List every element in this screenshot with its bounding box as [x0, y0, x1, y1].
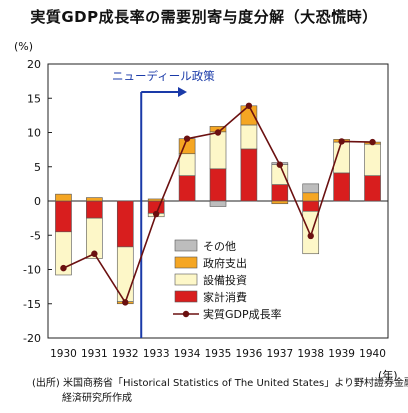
bar-other: [209, 200, 227, 207]
y-tick-label: 5: [34, 161, 41, 174]
bar-investment: [178, 153, 196, 176]
bar-consumption: [116, 200, 134, 248]
bar-consumption: [240, 148, 258, 202]
legend-swatch-investment: [174, 273, 198, 286]
y-axis-unit: (%): [14, 40, 34, 53]
bar-consumption: [333, 172, 350, 202]
x-tick-label: 1935: [205, 348, 232, 360]
x-tick-label: 1940: [359, 348, 386, 360]
annotation-arrowhead: [178, 87, 187, 97]
bar-government: [147, 198, 165, 202]
source-line-1: (出所) 米国商務省「Historical Statistics of The …: [32, 378, 408, 389]
bar-government: [302, 192, 320, 202]
x-tick-label: 1932: [112, 348, 139, 360]
bar-government: [86, 197, 103, 202]
source-line-2: 経済研究所作成: [62, 393, 132, 404]
bar-consumption: [55, 200, 72, 233]
bar-investment: [55, 231, 72, 276]
bar-investment: [86, 217, 103, 259]
legend-label-consumption: 家計消費: [203, 290, 247, 304]
legend-label-other: その他: [203, 240, 236, 253]
bar-consumption: [86, 200, 103, 219]
legend-swatch-consumption: [174, 290, 198, 303]
gdp-growth-point: [183, 135, 191, 142]
x-axis-unit: (年): [378, 369, 398, 382]
annotation-label: ニューディール政策: [112, 69, 215, 83]
y-tick-label: -15: [23, 298, 41, 311]
y-tick-label: 0: [34, 195, 41, 208]
bar-other: [302, 183, 320, 194]
gdp-growth-point: [152, 210, 160, 218]
x-tick-label: 1931: [81, 348, 108, 360]
legend-marker-gdp: [182, 310, 190, 318]
gdp-growth-point: [60, 264, 67, 272]
bar-government: [55, 193, 72, 202]
bar-investment: [240, 124, 258, 150]
bar-investment: [209, 131, 227, 170]
gdp-growth-point: [307, 232, 314, 240]
gdp-growth-point: [338, 138, 345, 145]
legend-swatch-other: [174, 239, 198, 252]
x-tick-label: 1938: [297, 348, 324, 360]
y-tick-label: 20: [27, 58, 41, 71]
bar-government: [271, 200, 289, 205]
chart-title: 実質GDP成長率の需要別寄与度分解（大恐慌時）: [30, 8, 378, 26]
x-tick-label: 1930: [50, 348, 77, 360]
gdp-growth-point: [369, 138, 376, 146]
y-tick-label: 15: [27, 92, 41, 105]
legend-label-investment: 設備投資: [203, 273, 247, 287]
legend-label-government: 政府支出: [203, 256, 247, 270]
x-tick-label: 1934: [174, 348, 201, 360]
x-tick-label: 1937: [266, 348, 293, 360]
x-tick-label: 1939: [328, 348, 355, 360]
bar-consumption: [271, 184, 289, 202]
legend-label-gdp: 実質GDP成長率: [203, 307, 282, 321]
bar-consumption: [302, 200, 320, 212]
y-tick-label: -20: [23, 332, 41, 345]
y-tick-label: -10: [23, 264, 41, 277]
gdp-growth-point: [122, 299, 129, 306]
legend-swatch-government: [174, 256, 198, 269]
y-tick-label: -5: [30, 229, 41, 242]
source-note: (出所) 米国商務省「Historical Statistics of The …: [32, 376, 408, 406]
x-tick-label: 1936: [236, 348, 263, 360]
gdp-growth-point: [276, 161, 284, 168]
y-tick-label: 10: [27, 127, 41, 140]
bar-consumption: [178, 175, 196, 202]
x-tick-label: 1933: [143, 348, 170, 360]
bar-consumption: [364, 175, 381, 202]
gdp-growth-point: [214, 129, 222, 136]
bar-consumption: [209, 168, 227, 202]
gdp-growth-point: [245, 102, 253, 109]
bar-investment: [364, 143, 381, 176]
gdp-growth-point: [91, 250, 98, 257]
